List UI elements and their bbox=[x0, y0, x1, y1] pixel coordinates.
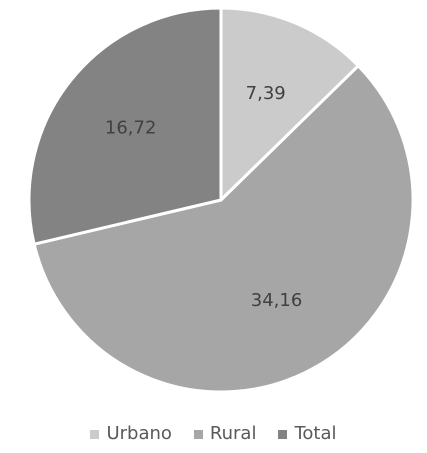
pie-slice-urbano bbox=[219, 6, 360, 202]
legend-label-total: Total bbox=[294, 423, 337, 444]
legend-swatch-rural bbox=[193, 429, 203, 439]
pie-slice-total bbox=[27, 6, 223, 246]
legend-item-rural: Rural bbox=[193, 423, 257, 445]
legend-item-total: Total bbox=[278, 423, 337, 445]
legend-label-rural: Rural bbox=[209, 423, 257, 444]
legend-label-urbano: Urbano bbox=[106, 423, 172, 444]
pie-slice-rural bbox=[32, 64, 415, 394]
legend-swatch-total bbox=[278, 429, 288, 439]
pie-data-labels: 7,39 34,16 16,72 bbox=[105, 83, 302, 311]
pie-slices bbox=[27, 6, 415, 394]
data-label-urbano: 7,39 bbox=[246, 83, 286, 104]
legend: Urbano Rural Total bbox=[0, 423, 427, 445]
data-label-rural: 34,16 bbox=[251, 290, 303, 311]
legend-swatch-urbano bbox=[90, 429, 100, 439]
data-label-total: 16,72 bbox=[105, 118, 157, 139]
legend-item-urbano: Urbano bbox=[90, 423, 172, 445]
